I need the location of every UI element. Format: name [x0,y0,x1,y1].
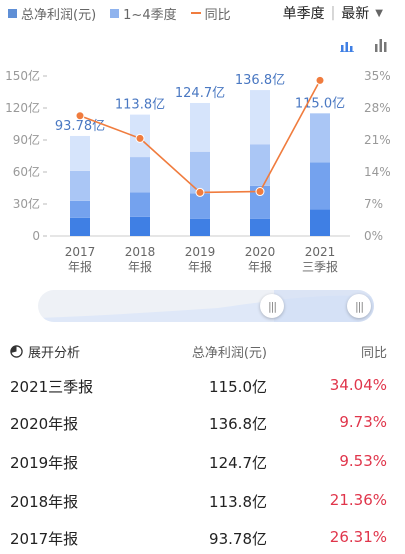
bar-segment [310,162,330,210]
bar-segment [250,185,270,219]
column-header-yoy: 同比 [360,346,387,361]
legend-item-yoy[interactable]: 同比 [190,4,231,23]
row-yoy: 9.73% [339,413,387,431]
legend-swatch-profit [8,8,17,18]
bar-chart-view-icon[interactable] [371,34,391,52]
expand-analysis-label: 展开分析 [28,346,81,361]
yoy-point [315,75,325,85]
row-period: 2021三季报 [10,378,94,396]
range-slider-right-handle[interactable]: ||| [347,294,371,318]
yoy-point [135,133,145,143]
row-period: 2017年报 [10,530,79,548]
y-tick-left: 150亿 [5,68,40,83]
y-tick-right: 28% [364,101,391,115]
y-tick-left: 90亿 [13,132,40,147]
y-tick-left: 120亿 [5,100,40,115]
divider: | [330,5,336,21]
table-row[interactable]: 2021三季报 115.0亿 34.04% [0,370,405,406]
x-tick-label: 2018 [125,245,156,259]
range-slider-preview [38,290,374,322]
chevron-down-icon[interactable]: ▼ [375,7,383,19]
x-tick-label: 年报 [248,259,272,274]
bar-segment [250,90,270,145]
row-period: 2019年报 [10,454,79,472]
row-profit: 136.8亿 [209,415,267,433]
bar-segment [130,192,150,217]
row-yoy: 9.53% [339,452,387,470]
period-selector[interactable]: 单季度 | 最新 ▼ [283,3,383,23]
chart-view-switcher [323,34,391,52]
bar-value-label: 115.0亿 [295,96,345,111]
pie-chart-icon [10,345,23,358]
bar-segment [130,216,150,236]
legend-label-quarters: 1~4季度 [123,7,177,23]
legend-swatch-quarters [110,8,120,18]
range-slider[interactable]: ||| ||| [38,290,374,322]
table-row[interactable]: 2019年报 124.7亿 9.53% [0,446,405,482]
bar-segment [70,217,90,236]
bar-segment [190,151,210,194]
row-profit: 93.78亿 [209,530,267,548]
bar-segment [130,157,150,193]
bar-segment [250,144,270,186]
bar-value-label: 136.8亿 [235,73,285,88]
sort-toggle[interactable]: 最新 [341,6,370,22]
table-row[interactable]: 2020年报 136.8亿 9.73% [0,407,405,443]
legend-swatch-yoy [190,12,201,14]
bar-segment [190,218,210,236]
bar-segment [70,200,90,218]
bar-segment [190,193,210,219]
y-tick-right: 0% [364,229,383,243]
legend-item-quarters[interactable]: 1~4季度 [110,4,177,23]
bar-segment [190,102,210,152]
yoy-point [255,187,265,197]
x-tick-label: 2017 [65,245,96,259]
bar-value-label: 93.78亿 [55,119,105,134]
bar-value-label: 124.7亿 [175,86,225,101]
table-row[interactable]: 2018年报 113.8亿 21.36% [0,485,405,521]
y-tick-left: 30亿 [13,196,40,211]
bar-segment [310,113,330,163]
yoy-point [195,187,205,197]
column-header-profit: 总净利润(元) [191,346,267,361]
y-tick-right: 14% [364,165,391,179]
x-tick-label: 2019 [185,245,216,259]
x-tick-label: 2021 [305,245,336,259]
y-tick-right: 35% [364,69,391,83]
x-tick-label: 年报 [188,259,212,274]
row-profit: 115.0亿 [209,378,267,396]
row-yoy: 26.31% [329,528,387,546]
row-yoy: 21.36% [329,491,387,509]
bar-value-label: 113.8亿 [115,98,165,113]
row-period: 2018年报 [10,493,79,511]
x-tick-label: 三季报 [302,259,338,274]
legend-label-yoy: 同比 [204,7,231,23]
bar-segment [70,170,90,201]
y-tick-left: 60亿 [13,164,40,179]
y-tick-right: 7% [364,197,383,211]
chart-legend: 总净利润(元) 1~4季度 同比 单季度 | 最新 ▼ [8,3,397,23]
bar-segment [250,218,270,236]
range-slider-left-handle[interactable]: ||| [260,294,284,318]
expand-analysis-button[interactable]: 展开分析 [10,342,80,361]
yoy-point [75,111,85,121]
period-toggle[interactable]: 单季度 [282,6,325,22]
bar-segment [70,135,90,171]
row-profit: 113.8亿 [209,493,267,511]
table-header: 展开分析 总净利润(元) 同比 [0,340,405,364]
row-period: 2020年报 [10,415,79,433]
x-tick-label: 年报 [68,259,92,274]
x-tick-label: 年报 [128,259,152,274]
bar-stacked-view-icon[interactable] [337,34,357,52]
net-profit-chart: 150亿 120亿 90亿 60亿 30亿 0 35% 28% 21% 14% 7% 0% 93.78亿… [5,68,391,274]
x-tick-label: 2020 [245,245,276,259]
bar-segment [310,209,330,236]
y-tick-right: 21% [364,133,391,147]
row-yoy: 34.04% [329,376,387,394]
row-profit: 124.7亿 [209,454,267,472]
table-row[interactable]: 2017年报 93.78亿 26.31% [0,522,405,554]
legend-label-profit: 总净利润(元) [21,7,97,23]
y-tick-left: 0 [32,229,40,243]
legend-item-profit[interactable]: 总净利润(元) [8,4,96,23]
